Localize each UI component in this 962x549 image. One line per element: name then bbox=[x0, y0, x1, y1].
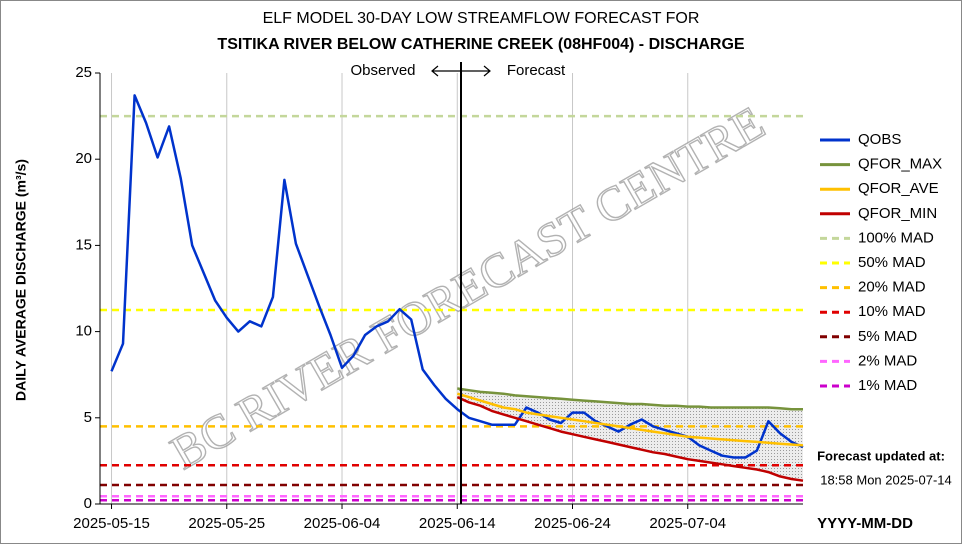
x-tick-label: 2025-05-25 bbox=[188, 515, 265, 532]
y-tick-label: 25 bbox=[75, 64, 92, 81]
legend-label: 50% MAD bbox=[858, 254, 926, 271]
y-tick-label: 5 bbox=[84, 409, 92, 426]
x-tick-label: 2025-06-04 bbox=[304, 515, 381, 532]
x-tick-label: 2025-06-24 bbox=[534, 515, 611, 532]
legend-label: QFOR_MIN bbox=[858, 205, 937, 222]
forecast-band bbox=[457, 388, 803, 481]
observed-label: Observed bbox=[350, 62, 415, 79]
legend-label: QOBS bbox=[858, 131, 901, 148]
legend-label: 5% MAD bbox=[858, 328, 917, 345]
legend-label: 20% MAD bbox=[858, 279, 926, 296]
x-tick-label: 2025-06-14 bbox=[419, 515, 496, 532]
legend-label: QFOR_MAX bbox=[858, 156, 942, 173]
y-tick-label: 20 bbox=[75, 150, 92, 167]
series-line bbox=[456, 392, 804, 447]
legend-label: QFOR_AVE bbox=[858, 180, 939, 197]
chart-subtitle: TSITIKA RIVER BELOW CATHERINE CREEK (08H… bbox=[217, 36, 744, 53]
series-line bbox=[456, 395, 804, 482]
y-axis-label: DAILY AVERAGE DISCHARGE (m³/s) bbox=[13, 159, 29, 401]
legend-label: 1% MAD bbox=[858, 377, 917, 394]
updated-time: 18:58 Mon 2025-07-14 bbox=[820, 472, 952, 487]
legend-label: 100% MAD bbox=[858, 229, 934, 246]
legend-label: 10% MAD bbox=[858, 303, 926, 320]
updated-label: Forecast updated at: bbox=[817, 448, 945, 463]
x-axis-label: YYYY-MM-DD bbox=[817, 515, 913, 532]
y-tick-label: 15 bbox=[75, 236, 92, 253]
y-tick-label: 10 bbox=[75, 323, 92, 340]
chart-title: ELF MODEL 30-DAY LOW STREAMFLOW FORECAST… bbox=[263, 10, 700, 27]
series-line bbox=[457, 387, 803, 411]
legend-label: 2% MAD bbox=[858, 352, 917, 369]
forecast-label: Forecast bbox=[507, 62, 566, 79]
y-tick-label: 0 bbox=[84, 495, 92, 512]
x-tick-label: 2025-05-15 bbox=[73, 515, 150, 532]
x-tick-label: 2025-07-04 bbox=[649, 515, 726, 532]
